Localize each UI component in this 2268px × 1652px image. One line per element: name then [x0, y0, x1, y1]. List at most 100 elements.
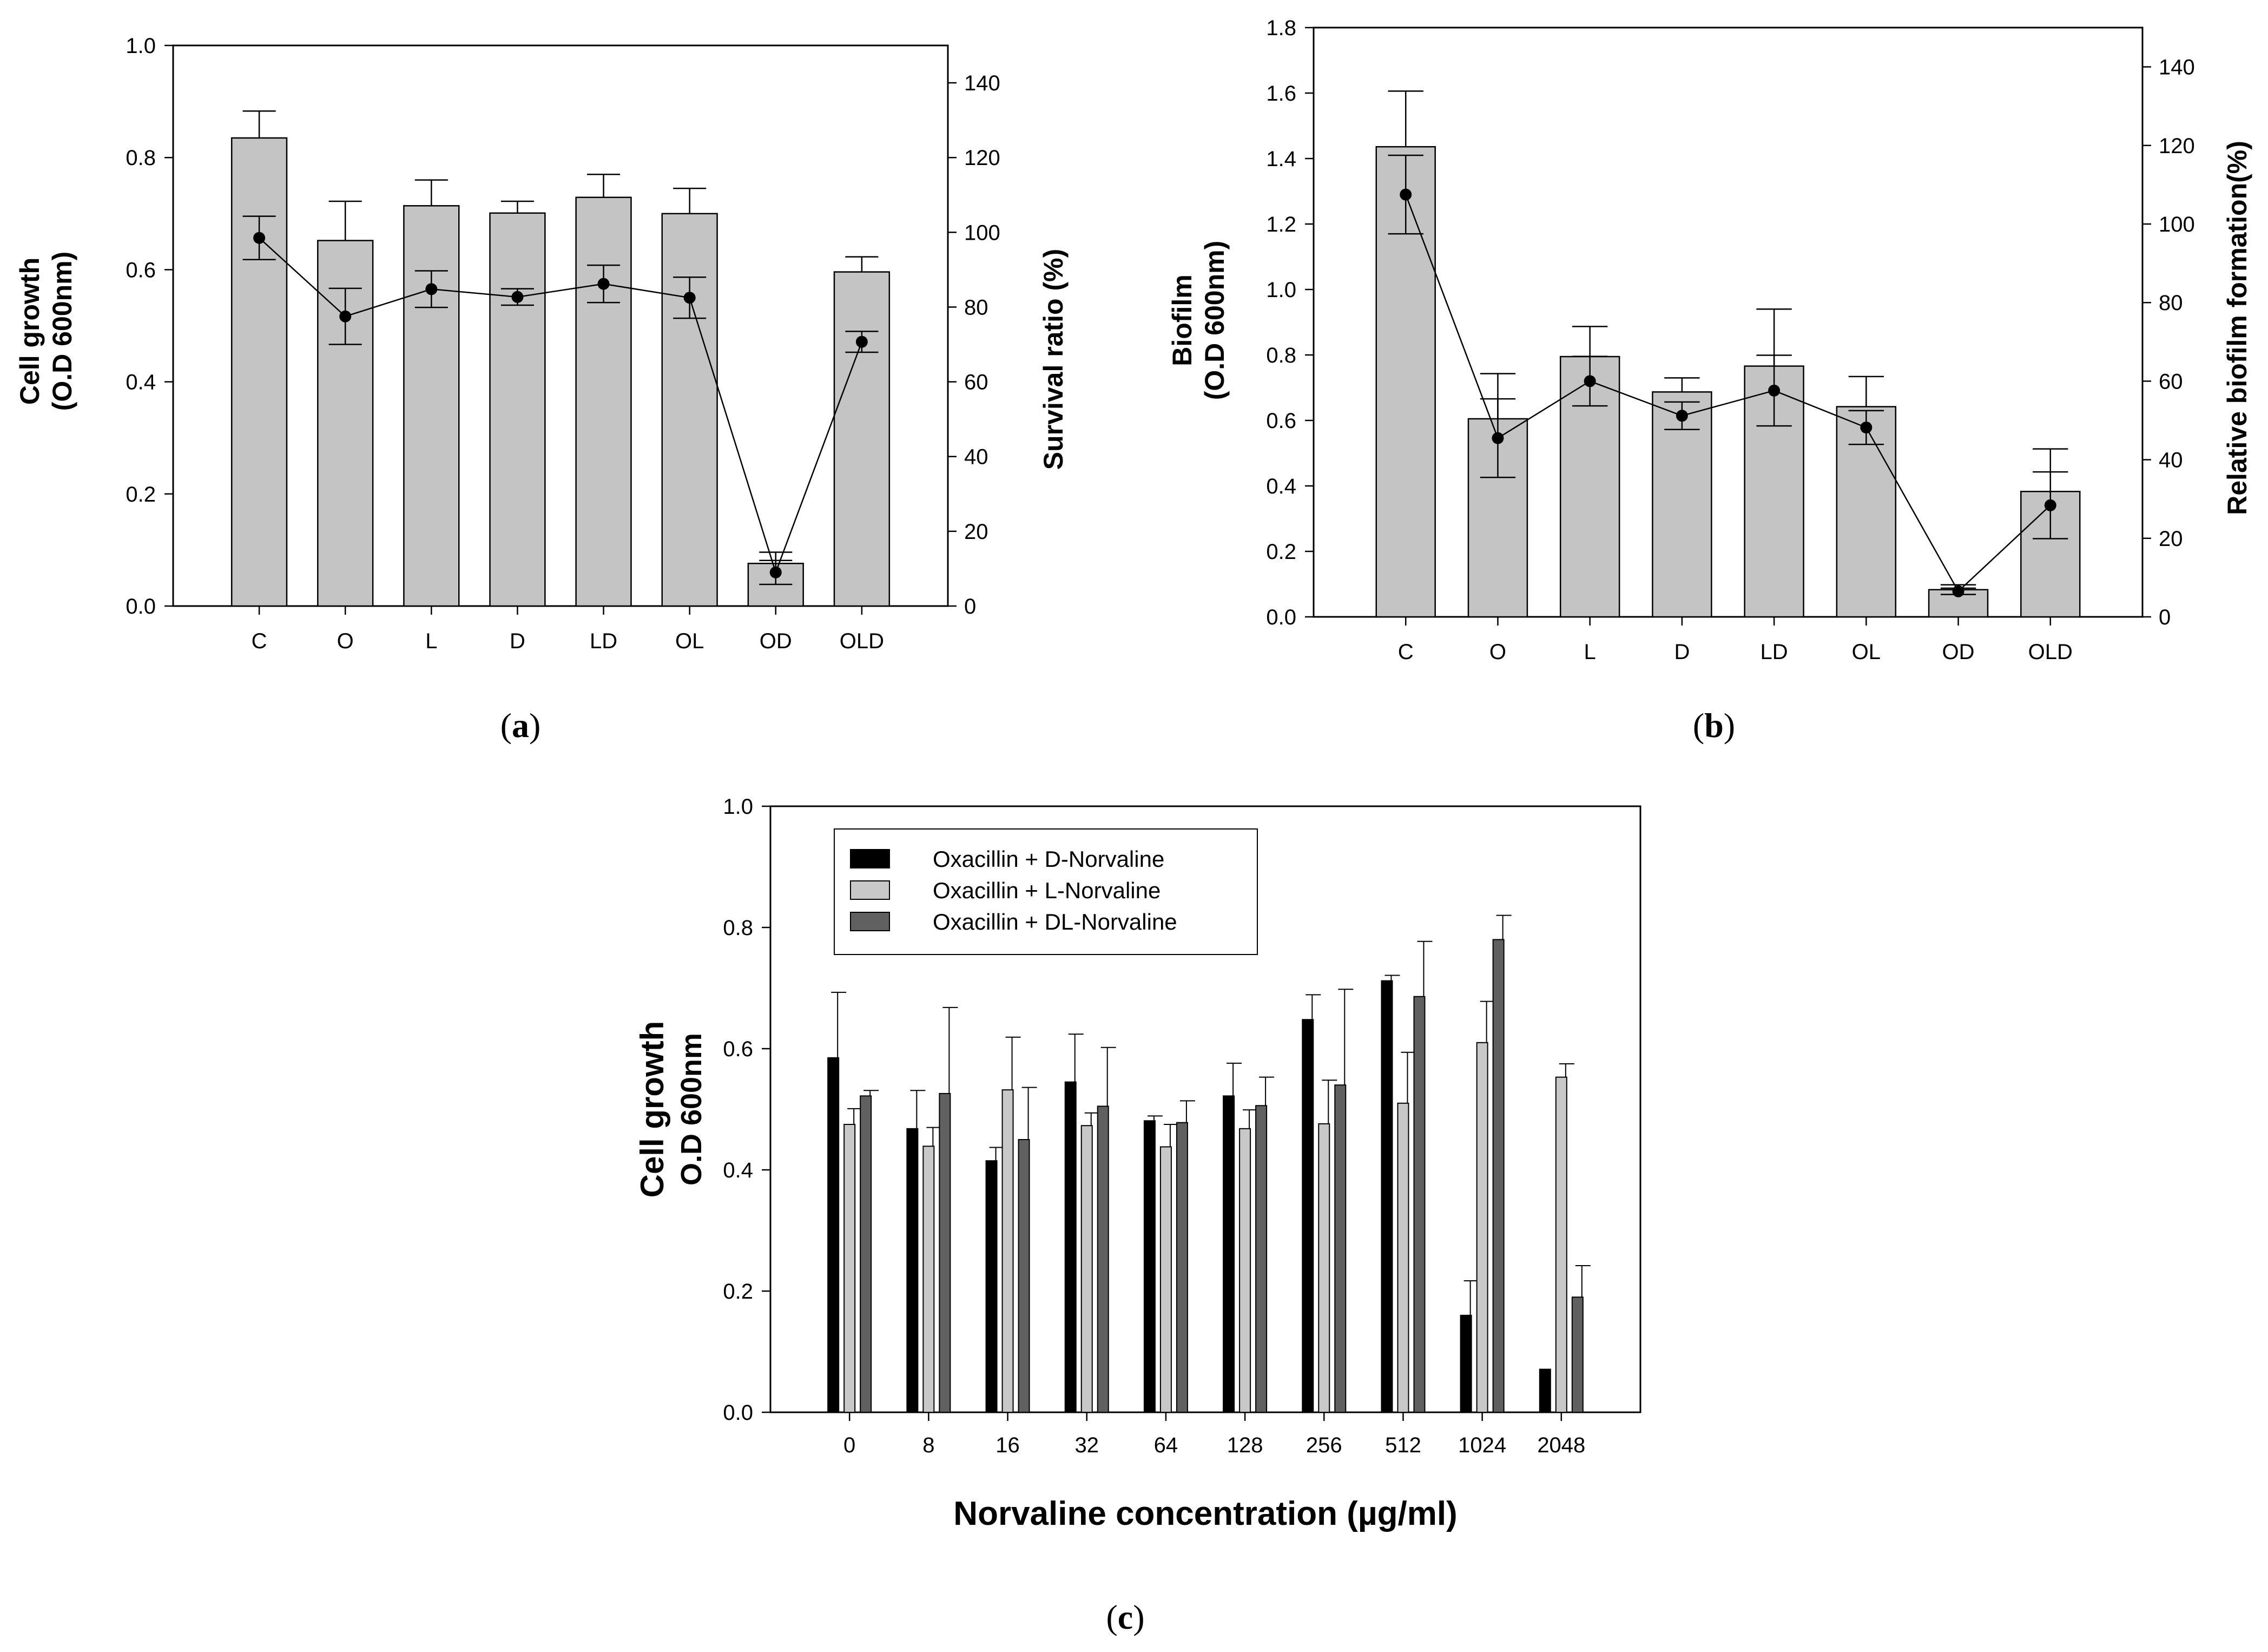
- chart-a-line-point-OL: [683, 292, 696, 304]
- chart-c-legend: Oxacillin + D-Norvaline Oxacillin + L-No…: [834, 828, 1258, 955]
- chart-c-plot-frame: [769, 805, 1641, 1413]
- chart-a-line-point-O: [339, 310, 352, 322]
- chart-c-bar-dl-norvaline-64: [1176, 1122, 1188, 1413]
- chart-a-bar-D: [489, 212, 546, 607]
- chart-c: 0.0 0.2 0.4 0.6 0.8 1.0 0 8 16 32 64 128 256 512 1024…: [634, 795, 1641, 1636]
- chart-b-xtick-label: OL: [1852, 640, 1881, 664]
- chart-c-bar-d-norvaline-128: [1223, 1095, 1235, 1413]
- chart-a: 0.0 0.2 0.4 0.6 0.8 1.0 0 20 40 60 80 100 120 140 C O…: [15, 34, 1069, 745]
- chart-c-bar-dl-norvaline-1024: [1492, 939, 1505, 1413]
- chart-a-y2tick-label: 100: [964, 221, 1000, 245]
- chart-b-xtick-label: D: [1674, 640, 1690, 664]
- chart-a-line-point-L: [425, 283, 438, 295]
- caption-a: (a): [500, 706, 541, 745]
- chart-b-xtick-label: C: [1398, 640, 1414, 664]
- chart-a-ytick-label: 0.6: [126, 258, 156, 282]
- chart-c-ytick-label: 0.6: [723, 1037, 753, 1061]
- chart-c-ytick-label: 0.4: [723, 1159, 753, 1182]
- chart-a-ytick-label: 0.8: [126, 146, 156, 170]
- chart-b-ytick-label: 0.8: [1266, 344, 1296, 367]
- chart-c-bar-d-norvaline-256: [1302, 1019, 1314, 1413]
- chart-b-ytick-label: 1.0: [1266, 278, 1296, 302]
- chart-b-y2tick-label: 140: [2159, 56, 2195, 80]
- chart-a-line-point-C: [253, 232, 266, 244]
- chart-b-line-point-LD: [1768, 384, 1781, 397]
- chart-b-xtick-label: O: [1489, 640, 1506, 664]
- chart-a-xtick-label: OD: [760, 629, 792, 653]
- caption-b: (b): [1693, 706, 1735, 745]
- legend-frame: [834, 828, 1258, 955]
- chart-a-y2label: Survival ratio (%): [1038, 249, 1069, 470]
- chart-c-bar-l-norvaline-16: [1001, 1089, 1014, 1413]
- caption-a-open: (: [500, 706, 512, 745]
- chart-a-xtick-label: C: [252, 629, 267, 653]
- chart-c-xtick-label: 0: [843, 1433, 855, 1457]
- caption-c-close: ): [1133, 1598, 1144, 1636]
- chart-b-y2tick-label: 0: [2159, 605, 2171, 629]
- chart-c-xtick-label: 256: [1306, 1433, 1342, 1457]
- caption-c-open: (: [1106, 1598, 1117, 1636]
- chart-a-xtick-label: OL: [675, 629, 704, 653]
- chart-c-bar-l-norvaline-128: [1239, 1128, 1251, 1413]
- chart-c-bar-dl-norvaline-0: [860, 1095, 872, 1413]
- chart-a-y2tick-label: 40: [964, 445, 988, 469]
- chart-c-bar-dl-norvaline-32: [1097, 1105, 1109, 1413]
- chart-b-xtick-label: OLD: [2028, 640, 2073, 664]
- caption-a-letter: a: [512, 706, 529, 745]
- chart-b-line-point-C: [1400, 188, 1412, 201]
- chart-b-plot-frame: [1313, 27, 2144, 618]
- chart-c-ytick-label: 0.2: [723, 1280, 753, 1304]
- chart-a-y2tick-label: 140: [964, 71, 1000, 95]
- chart-c-bar-l-norvaline-8: [922, 1146, 935, 1413]
- legend-label-dl-norvaline: Oxacillin + DL-Norvaline: [933, 909, 1177, 934]
- chart-b: 0.0 0.2 0.4 0.6 0.8 1.0 1.2 1.4 1.6 1.8 0 20 40 60 80…: [1167, 16, 2252, 745]
- chart-b-line-point-L: [1584, 375, 1596, 387]
- chart-a-bar-OL: [661, 213, 718, 607]
- chart-b-ytick-label: 1.6: [1266, 82, 1296, 106]
- chart-a-line-point-D: [511, 291, 524, 303]
- chart-c-bar-dl-norvaline-512: [1413, 996, 1426, 1413]
- chart-a-ytick-label: 0.4: [126, 371, 156, 394]
- chart-b-ytick-label: 0.4: [1266, 475, 1296, 498]
- chart-c-bar-d-norvaline-32: [1064, 1081, 1077, 1413]
- chart-a-plot-frame: [172, 44, 949, 607]
- chart-b-y2tick-label: 120: [2159, 134, 2195, 158]
- chart-b-xtick-label: OD: [1942, 640, 1975, 664]
- chart-a-xtick-label: D: [510, 629, 525, 653]
- chart-c-bar-l-norvaline-512: [1397, 1102, 1409, 1413]
- chart-b-ylabel-line1: Biofilm: [1167, 274, 1197, 366]
- legend-label-d-norvaline: Oxacillin + D-Norvaline: [933, 846, 1164, 872]
- chart-b-ytick-label: 0.2: [1266, 540, 1296, 564]
- chart-b-ytick-label: 1.2: [1266, 213, 1296, 236]
- legend-swatch-l-norvaline: [850, 880, 890, 900]
- chart-a-line-point-OLD: [855, 335, 868, 348]
- legend-label-l-norvaline: Oxacillin + L-Norvaline: [933, 878, 1161, 903]
- chart-b-xtick-label: LD: [1761, 640, 1788, 664]
- chart-a-xtick-label: L: [425, 629, 437, 653]
- caption-a-close: ): [529, 706, 540, 745]
- chart-b-line-point-OL: [1860, 422, 1873, 434]
- chart-c-xtick-label: 128: [1227, 1433, 1263, 1457]
- chart-a-xtick-label: LD: [590, 629, 617, 653]
- chart-b-ytick-label: 0.0: [1266, 605, 1296, 629]
- chart-c-xtick-label: 512: [1385, 1433, 1421, 1457]
- chart-b-line-point-OLD: [2044, 499, 2056, 511]
- chart-b-xtick-label: L: [1584, 640, 1596, 664]
- chart-b-line-series: [1405, 194, 2051, 593]
- chart-b-line-point-D: [1676, 410, 1688, 422]
- chart-c-bar-d-norvaline-16: [985, 1160, 998, 1413]
- chart-b-bar-L: [1559, 356, 1620, 618]
- chart-a-y2tick-label: 20: [964, 520, 988, 544]
- chart-c-ylabel-line2: O.D 600nm: [675, 1033, 708, 1186]
- chart-c-bar-d-norvaline-512: [1381, 980, 1393, 1413]
- chart-c-ytick-label: 0.0: [723, 1401, 753, 1425]
- chart-a-ylabel-line2: (O.D 600nm): [47, 252, 77, 411]
- chart-c-xtick-label: 64: [1154, 1433, 1178, 1457]
- chart-b-ytick-label: 1.4: [1266, 147, 1296, 171]
- chart-c-bar-dl-norvaline-16: [1018, 1139, 1030, 1413]
- chart-b-y2label: Relative biofilm formation(%): [2222, 141, 2252, 515]
- chart-a-y2tick-label: 60: [964, 371, 988, 394]
- chart-b-y2tick-label: 40: [2159, 449, 2183, 472]
- caption-b-open: (: [1693, 706, 1704, 745]
